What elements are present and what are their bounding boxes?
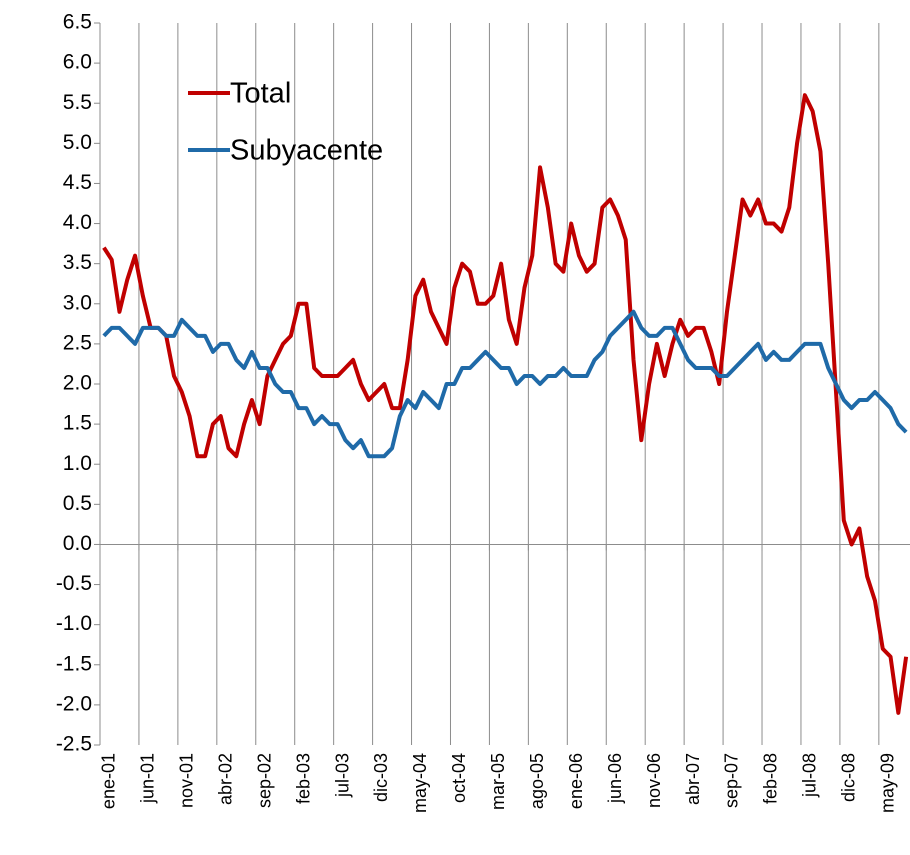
- x-tick-label: nov-01: [177, 753, 197, 808]
- y-tick-label: 0.0: [63, 532, 92, 555]
- y-tick-label: 5.5: [63, 91, 92, 114]
- x-tick-label: oct-04: [449, 753, 469, 803]
- y-tick-label: 4.5: [63, 171, 92, 194]
- x-tick-label: sep-02: [254, 753, 274, 808]
- y-tick-label: 3.5: [63, 251, 92, 274]
- y-tick-label: -1.0: [56, 612, 92, 635]
- x-tick-label: jun-06: [605, 753, 625, 804]
- x-tick-label: jul-03: [332, 753, 352, 798]
- x-tick-label: jul-08: [800, 753, 820, 798]
- series-line: [102, 93, 909, 715]
- series-line: [102, 309, 908, 459]
- y-tick-label: 2.5: [63, 331, 92, 354]
- y-tick-label: 6.0: [63, 51, 92, 74]
- x-tick-label: feb-03: [293, 753, 313, 804]
- x-tick-label: ene-01: [99, 753, 119, 809]
- x-tick-label: mar-05: [488, 753, 508, 810]
- y-tick-label: 0.5: [63, 492, 92, 515]
- x-tick-label: dic-08: [839, 753, 859, 802]
- y-tick-label: -1.5: [56, 652, 92, 675]
- y-tick-label: 1.0: [63, 452, 92, 475]
- legend-label: Subyacente: [230, 135, 383, 167]
- y-tick-label: 2.0: [63, 372, 92, 395]
- y-tick-label: -2.0: [56, 692, 92, 715]
- y-tick-label: 4.0: [63, 211, 92, 234]
- x-tick-label: ago-05: [527, 753, 547, 809]
- y-tick-label: 6.5: [63, 11, 92, 34]
- y-tick-label: 1.5: [63, 412, 92, 435]
- x-tick-label: may-04: [410, 753, 430, 813]
- y-tick-label: -2.5: [56, 733, 92, 756]
- x-tick-label: abr-07: [683, 753, 703, 805]
- x-tick-label: nov-06: [644, 753, 664, 808]
- x-tick-label: dic-03: [371, 753, 391, 802]
- x-tick-label: jun-01: [138, 753, 158, 804]
- y-tick-label: -0.5: [56, 572, 92, 595]
- y-tick-label: 3.0: [63, 291, 92, 314]
- x-tick-label: ene-06: [566, 753, 586, 809]
- y-tick-label: 5.0: [63, 131, 92, 154]
- x-tick-label: feb-08: [761, 753, 781, 804]
- x-tick-label: sep-07: [722, 753, 742, 808]
- x-tick-label: may-09: [877, 753, 897, 813]
- legend-label: Total: [230, 78, 291, 110]
- x-tick-label: abr-02: [215, 753, 235, 805]
